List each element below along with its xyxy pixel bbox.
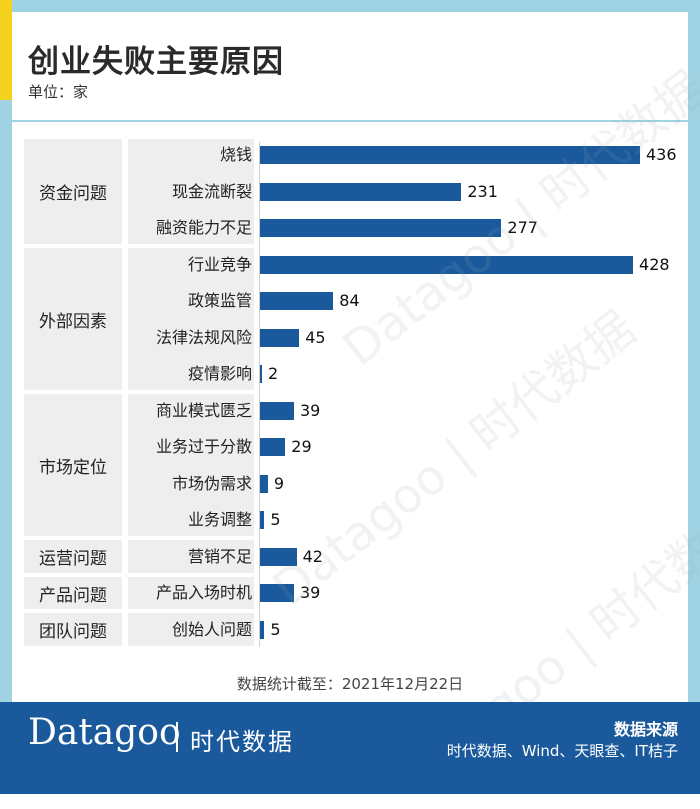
bar — [260, 584, 294, 602]
data-note: 数据统计截至：2021年12月22日 — [236, 675, 464, 693]
chart-card — [12, 12, 688, 702]
value-label: 428 — [639, 254, 670, 274]
category-label: 商业模式匮乏 — [155, 400, 252, 420]
bar — [260, 328, 300, 347]
category-label: 行业竞争 — [187, 254, 252, 274]
logo-chinese: 时代数据 — [190, 728, 294, 756]
logo-separator — [176, 722, 178, 752]
bar — [260, 620, 265, 639]
frame-right — [688, 0, 700, 794]
value-label: 231 — [467, 181, 498, 201]
frame-left — [0, 0, 12, 794]
accent-bar — [0, 0, 12, 100]
group-label: 产品问题 — [24, 576, 122, 610]
bar — [260, 474, 268, 493]
value-label: 39 — [299, 583, 321, 602]
chart-axis — [259, 142, 260, 647]
bar — [260, 182, 462, 201]
footer-band — [0, 702, 700, 794]
bar — [260, 547, 297, 566]
category-label: 法律法规风险 — [155, 327, 252, 347]
label-column — [128, 576, 254, 610]
category-label: 创始人问题 — [171, 619, 252, 639]
source-title: 数据来源 — [613, 720, 678, 739]
value-label: 29 — [291, 437, 312, 456]
value-label: 39 — [299, 400, 321, 420]
unit-label: 单位：家 — [28, 83, 89, 101]
label-column — [128, 613, 254, 646]
category-label: 业务过于分散 — [155, 437, 252, 456]
header-divider — [12, 120, 688, 122]
value-label: 436 — [646, 145, 677, 164]
value-label: 2 — [268, 364, 279, 383]
value-label: 5 — [270, 619, 281, 639]
bar — [260, 255, 634, 274]
group-label: 团队问题 — [24, 613, 122, 646]
bar — [260, 438, 286, 456]
datagoo-logo: Datagoo — [28, 712, 181, 753]
group-label: 资金问题 — [24, 138, 122, 245]
bar — [260, 219, 502, 237]
frame-top — [0, 0, 700, 12]
label-column — [128, 248, 254, 391]
category-label: 市场伪需求 — [171, 473, 252, 493]
label-column — [128, 138, 254, 245]
value-label: 45 — [305, 327, 326, 347]
category-label: 烧钱 — [219, 145, 252, 164]
value-label: 42 — [302, 546, 323, 566]
category-label: 政策监管 — [187, 291, 252, 310]
label-column — [128, 540, 254, 573]
category-label: 现金流断裂 — [171, 181, 252, 201]
bar — [260, 292, 334, 310]
value-label: 84 — [339, 291, 360, 310]
category-label: 业务调整 — [187, 510, 252, 529]
bar — [260, 511, 265, 529]
group-label: 运营问题 — [24, 540, 122, 573]
bar — [260, 401, 294, 420]
label-column — [128, 394, 254, 537]
category-label: 融资能力不足 — [155, 218, 252, 237]
category-label: 疫情影响 — [187, 364, 252, 383]
category-label: 产品入场时机 — [155, 583, 252, 602]
chart-title: 创业失败主要原因 — [28, 44, 284, 80]
source-list: 时代数据、Wind、天眼查、IT桔子 — [446, 742, 678, 760]
bar — [260, 146, 640, 164]
value-label: 5 — [270, 510, 281, 529]
value-label: 9 — [273, 473, 285, 493]
category-label: 营销不足 — [187, 546, 252, 566]
value-label: 277 — [507, 218, 538, 237]
group-label: 外部因素 — [24, 248, 122, 391]
group-label: 市场定位 — [24, 394, 122, 537]
bar — [260, 365, 262, 383]
